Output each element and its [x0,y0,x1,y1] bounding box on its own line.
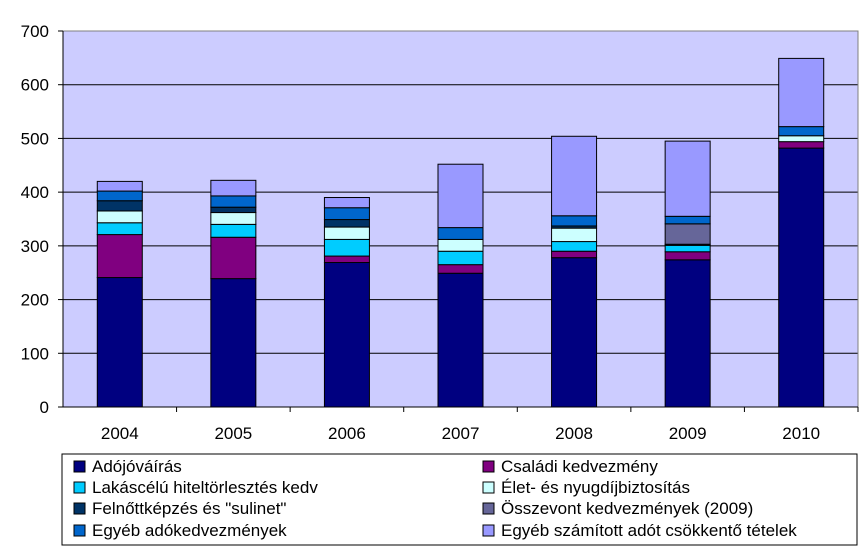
bar-segment-2010-series-1 [778,147,825,408]
bar-segment-2004-series-2 [96,234,143,279]
bar-segment-2010-series-2 [778,141,825,149]
bar-segment-2005-series-8 [210,179,257,197]
bar-segment-2006-series-7 [323,207,370,221]
bar-segment-2005-series-2 [210,236,257,280]
bar-segment-2005-series-4 [210,212,257,225]
bar-segment-2009-series-3 [664,244,711,253]
bar-segment-2007-series-8 [437,163,484,229]
legend-label-3: Lakáscélú hiteltörlesztés kedv [92,478,318,497]
y-tick-label: 0 [40,398,49,417]
bar-segment-2009-series-6 [664,223,711,245]
bar-segment-2007-series-7 [437,227,484,240]
y-tick-label: 100 [21,344,49,363]
x-tick-label-2010: 2010 [782,424,820,443]
y-tick-label: 300 [21,237,49,256]
bar-segment-2006-series-1 [323,262,370,408]
bar-segment-2008-series-7 [551,215,598,227]
bar-segment-2009-series-7 [664,215,711,225]
bar-segment-2004-series-3 [96,222,143,236]
legend [61,453,858,546]
bar-segment-2008-series-1 [551,257,598,408]
legend-label-7: Egyéb adókedvezmények [92,521,287,540]
x-tick-label-2007: 2007 [442,424,480,443]
legend-label-5: Felnőttképzés és "sulinet" [92,499,286,518]
y-tick-label: 700 [21,22,49,41]
bar-segment-2007-series-4 [437,238,484,252]
bar-segment-2006-series-5 [323,219,370,228]
x-tick-label-2006: 2006 [328,424,366,443]
bar-segment-2004-series-1 [96,277,143,408]
bar-segment-2008-series-2 [551,250,598,259]
bar-segment-2007-series-1 [437,272,484,408]
bar-segment-2009-series-8 [664,140,711,217]
legend-label-8: Egyéb számított adót csökkentő tételek [501,521,797,540]
bar-segment-2006-series-2 [323,255,370,264]
legend-swatch-8 [482,524,495,537]
x-tick-label-2008: 2008 [555,424,593,443]
bar-segment-2010-series-7 [778,126,825,137]
y-tick-label: 600 [21,76,49,95]
bar-segment-2004-series-5 [96,200,143,212]
bar-segment-2005-series-5 [210,206,257,214]
legend-swatch-2 [482,460,495,473]
bar-segment-2010-series-8 [778,57,825,128]
y-tick-label: 200 [21,291,49,310]
bar-segment-2004-series-8 [96,180,143,192]
bar-segment-2005-series-7 [210,195,257,208]
bar-segment-2009-series-2 [664,251,711,261]
bar-segment-2005-series-3 [210,223,257,238]
legend-label-2: Családi kedvezmény [501,457,658,476]
bar-segment-2005-series-1 [210,278,257,408]
x-tick-label-2009: 2009 [669,424,707,443]
bar-segment-2004-series-7 [96,190,143,202]
legend-swatch-1 [73,460,86,473]
bar-segment-2006-series-3 [323,238,370,257]
legend-label-1: Adójóváírás [92,457,182,476]
x-tick-label-2005: 2005 [214,424,252,443]
bar-segment-2008-series-4 [551,227,598,243]
bar-segment-2008-series-3 [551,241,598,252]
bar-segment-2010-series-4 [778,135,825,143]
bar-segment-2007-series-3 [437,250,484,266]
legend-swatch-4 [482,481,495,494]
bar-segment-2004-series-4 [96,210,143,224]
y-tick-label: 400 [21,183,49,202]
legend-swatch-5 [73,502,86,515]
bar-segment-2008-series-8 [551,135,598,217]
bar-segment-2009-series-1 [664,259,711,408]
legend-label-6: Összevont kedvezmények (2009) [501,499,753,518]
y-tick-label: 500 [21,129,49,148]
x-tick-label-2004: 2004 [101,424,139,443]
legend-swatch-3 [73,481,86,494]
bar-segment-2007-series-2 [437,264,484,274]
legend-swatch-6 [482,502,495,515]
bar-segment-2006-series-4 [323,226,370,240]
legend-swatch-7 [73,524,86,537]
bar-segment-2006-series-8 [323,197,370,209]
legend-label-4: Élet- és nyugdíjbiztosítás [501,478,690,497]
